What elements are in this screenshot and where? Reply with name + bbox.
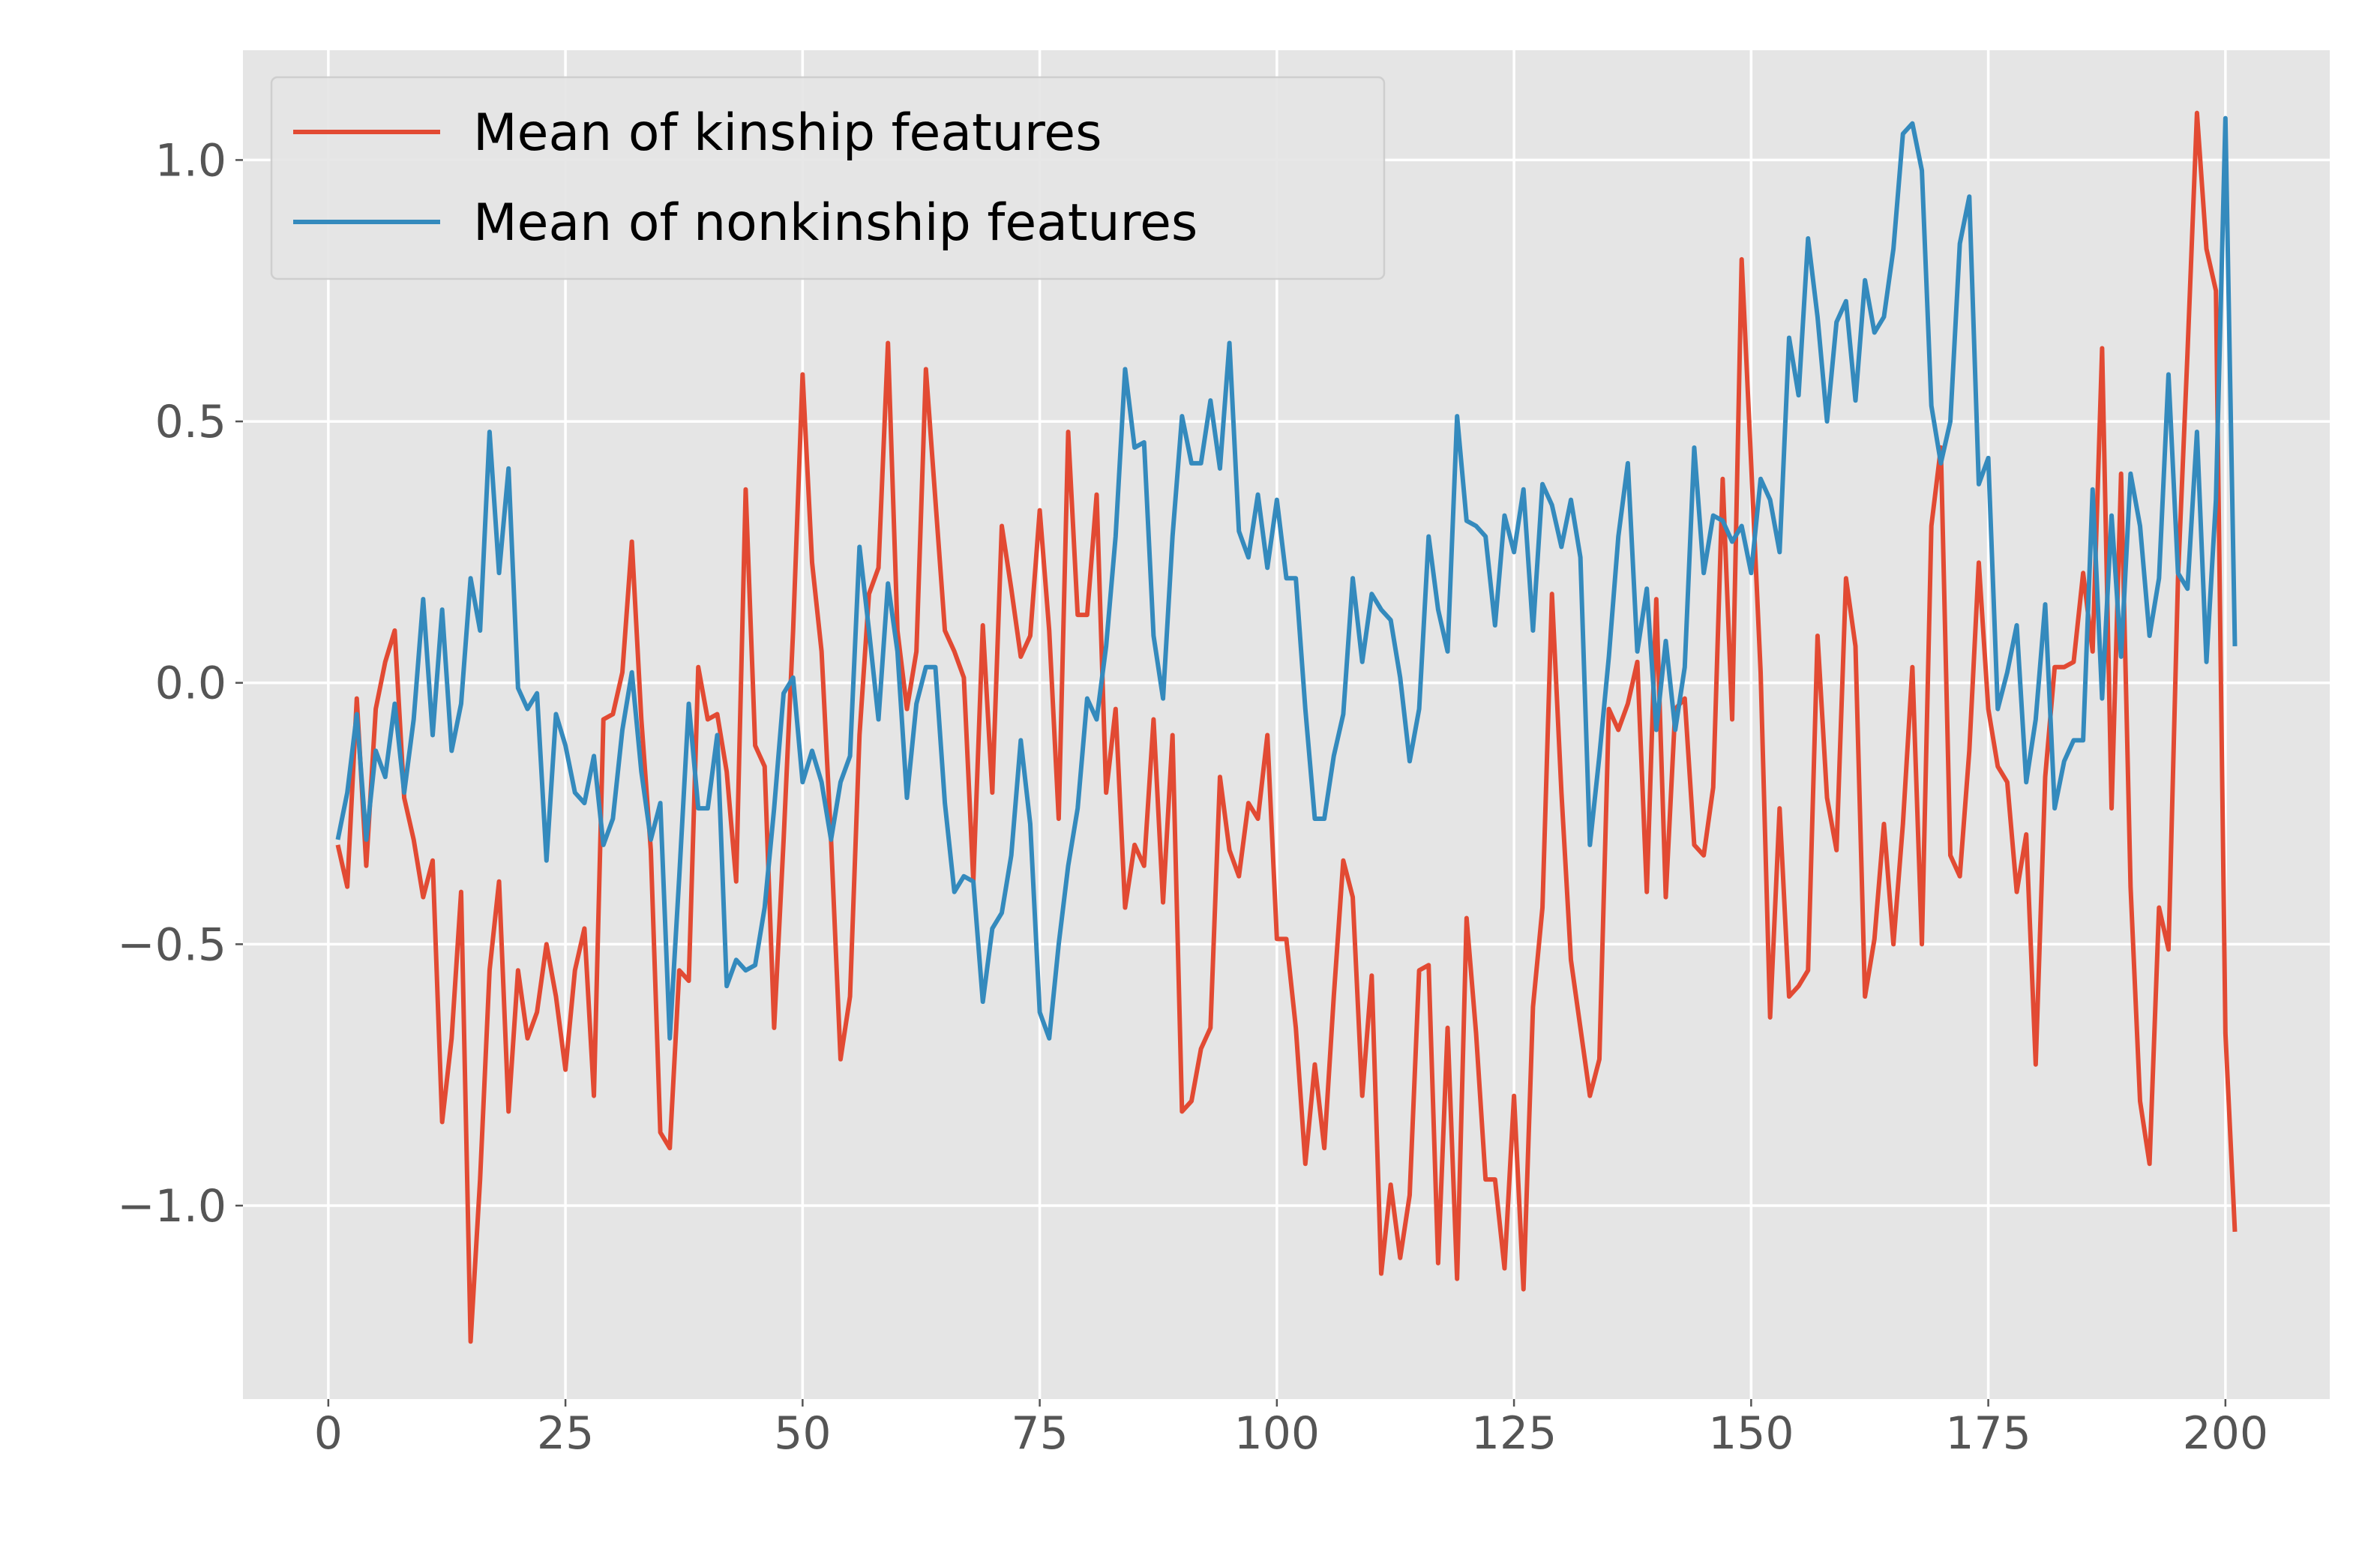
ticks: 0 25 50 75 100 125 150 175 200 −1.0 −0.5 0.0 0.5 1.0 (117, 134, 2268, 1460)
y-tick-label: −0.5 (117, 918, 226, 971)
legend: Mean of kinship features Mean of nonkinsh… (270, 76, 1386, 280)
x-tick-label: 0 (314, 1407, 343, 1460)
x-tick-label: 50 (774, 1407, 831, 1460)
x-tick-label: 150 (1708, 1407, 1794, 1460)
series-line (335, 115, 2238, 1041)
y-tick-label: 0.5 (155, 396, 226, 448)
legend-box (270, 76, 1386, 280)
lines (335, 110, 2238, 1344)
legend-label: Mean of kinship features (473, 103, 1102, 163)
x-tick-label: 175 (1945, 1407, 2031, 1460)
x-tick-label: 25 (537, 1407, 594, 1460)
x-tick-label: 200 (2183, 1407, 2269, 1460)
series-line (335, 110, 2238, 1344)
x-tick-label: 100 (1234, 1407, 1320, 1460)
x-tick-label: 75 (1011, 1407, 1068, 1460)
y-tick-label: −1.0 (117, 1180, 226, 1233)
y-tick-label: 1.0 (155, 134, 226, 187)
legend-label: Mean of nonkinship features (473, 193, 1197, 253)
x-tick-label: 125 (1471, 1407, 1557, 1460)
y-tick-label: 0.0 (155, 658, 226, 710)
